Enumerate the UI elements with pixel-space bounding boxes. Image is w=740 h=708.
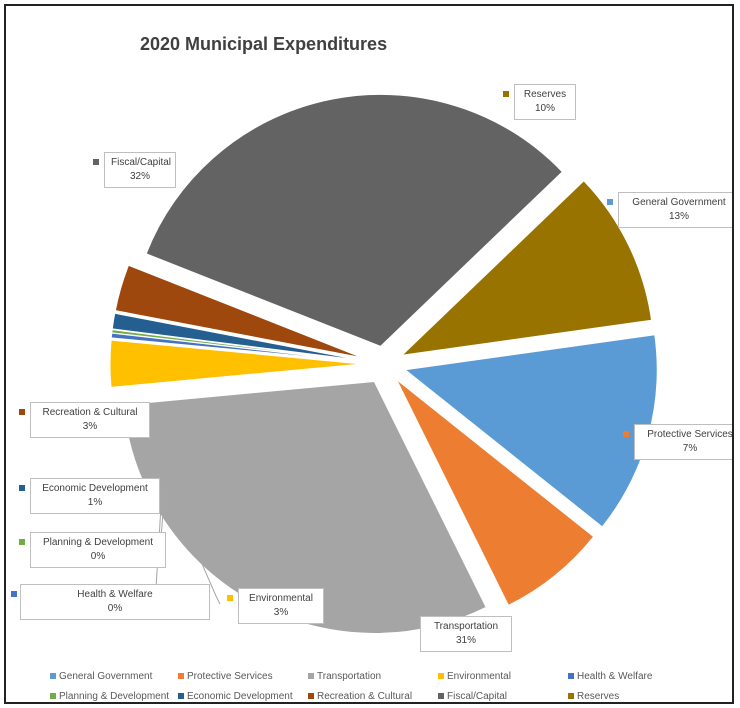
legend-swatch bbox=[50, 673, 56, 679]
data-label-name: Transportation bbox=[433, 621, 499, 632]
data-label-swatch bbox=[607, 199, 613, 205]
data-label-swatch bbox=[503, 91, 509, 97]
pie-slice-planning-development bbox=[111, 329, 363, 362]
legend-row: Planning & Development Economic Developme… bbox=[50, 686, 730, 702]
legend-swatch bbox=[568, 673, 574, 679]
data-label-name: Health & Welfare bbox=[77, 589, 153, 600]
legend-swatch bbox=[438, 673, 444, 679]
data-label-percent: 0% bbox=[107, 603, 123, 614]
legend-label: Reserves bbox=[577, 690, 620, 702]
data-label-name: Reserves bbox=[523, 89, 567, 100]
data-label-recreation-cultural: Recreation & Cultural 3% bbox=[19, 402, 150, 438]
data-label-percent: 32% bbox=[129, 171, 150, 182]
legend-item-recreation-cultural: Recreation & Cultural bbox=[308, 691, 438, 702]
legend-swatch bbox=[568, 693, 574, 699]
data-label-swatch bbox=[19, 539, 25, 545]
legend-swatch bbox=[308, 673, 314, 679]
data-label-swatch bbox=[623, 431, 629, 437]
data-label-name: Protective Services bbox=[647, 429, 733, 440]
legend-item-protective-services: Protective Services bbox=[178, 671, 308, 682]
legend-item-planning-development: Planning & Development bbox=[50, 691, 178, 702]
pie-chart bbox=[109, 93, 658, 634]
data-label-swatch bbox=[19, 485, 25, 491]
legend-label: Environmental bbox=[447, 670, 511, 682]
data-label-percent: 7% bbox=[682, 443, 698, 454]
legend-label: Transportation bbox=[317, 670, 382, 682]
pie-slice-fiscal-capital bbox=[145, 93, 564, 347]
pie-slice-protective-services bbox=[396, 379, 595, 607]
data-label-name: General Government bbox=[632, 197, 726, 208]
data-label-swatch bbox=[11, 591, 17, 597]
data-label-percent: 13% bbox=[668, 211, 689, 222]
data-label-environmental: Environmental 3% bbox=[227, 588, 324, 624]
data-label-swatch bbox=[93, 159, 99, 165]
chart-frame: 2020 Municipal Expenditures General Gove… bbox=[4, 4, 734, 704]
data-label-percent: 0% bbox=[90, 551, 106, 562]
data-label-name: Environmental bbox=[249, 593, 313, 604]
legend-swatch bbox=[178, 673, 184, 679]
legend-label: General Government bbox=[59, 670, 153, 682]
legend-item-economic-development: Economic Development bbox=[178, 691, 308, 702]
data-label-fiscal-capital: Fiscal/Capital 32% bbox=[93, 152, 176, 188]
data-label-name: Planning & Development bbox=[42, 537, 154, 548]
data-label-name: Fiscal/Capital bbox=[111, 157, 172, 168]
data-label-economic-development: Economic Development 1% bbox=[19, 478, 160, 514]
data-label-planning-development: Planning & Development 0% bbox=[19, 532, 166, 568]
chart-title: 2020 Municipal Expenditures bbox=[140, 34, 388, 54]
legend-swatch bbox=[50, 693, 56, 699]
legend-label: Recreation & Cultural bbox=[317, 690, 413, 702]
legend-label: Economic Development bbox=[187, 690, 293, 702]
data-label-name: Recreation & Cultural bbox=[42, 407, 138, 418]
data-label-health-welfare: Health & Welfare 0% bbox=[11, 584, 210, 620]
data-label-percent: 3% bbox=[273, 607, 289, 618]
legend-swatch bbox=[438, 693, 444, 699]
pie-slice-recreation-cultural bbox=[114, 264, 364, 359]
legend-label: Health & Welfare bbox=[577, 670, 653, 682]
legend-row: General Government Protective Services Tra… bbox=[50, 666, 730, 686]
data-label-reserves: Reserves 10% bbox=[503, 84, 576, 120]
data-label-protective-services: Protective Services 7% bbox=[623, 424, 733, 460]
pie-slice-environmental bbox=[109, 339, 363, 388]
legend-swatch bbox=[178, 693, 184, 699]
legend-item-health-welfare: Health & Welfare bbox=[568, 671, 688, 682]
pie-slice-economic-development bbox=[111, 312, 363, 362]
legend-swatch bbox=[308, 693, 314, 699]
data-label-swatch bbox=[227, 595, 233, 601]
data-label-percent: 31% bbox=[455, 635, 476, 646]
legend-label: Protective Services bbox=[187, 670, 273, 682]
pie-slice-reserves bbox=[400, 180, 653, 356]
data-label-swatch bbox=[19, 409, 25, 415]
data-label-percent: 3% bbox=[82, 421, 98, 432]
legend-item-general-government: General Government bbox=[50, 671, 178, 682]
legend-label: Fiscal/Capital bbox=[447, 690, 508, 702]
legend-item-transportation: Transportation bbox=[308, 671, 438, 682]
data-label-general-government: General Government 13% bbox=[607, 192, 732, 228]
legend-item-fiscal-capital: Fiscal/Capital bbox=[438, 691, 568, 702]
data-label-percent: 10% bbox=[534, 103, 555, 114]
legend-item-environmental: Environmental bbox=[438, 671, 568, 682]
legend-label: Planning & Development bbox=[59, 690, 170, 702]
data-label-percent: 1% bbox=[87, 497, 103, 508]
data-label-name: Economic Development bbox=[42, 483, 148, 494]
leader-line bbox=[168, 487, 221, 605]
data-label-swatch bbox=[409, 623, 415, 629]
chart-legend: General Government Protective Services Tra… bbox=[50, 666, 730, 702]
data-label-transportation: Transportation 31% bbox=[409, 616, 512, 652]
legend-item-reserves: Reserves bbox=[568, 691, 688, 702]
